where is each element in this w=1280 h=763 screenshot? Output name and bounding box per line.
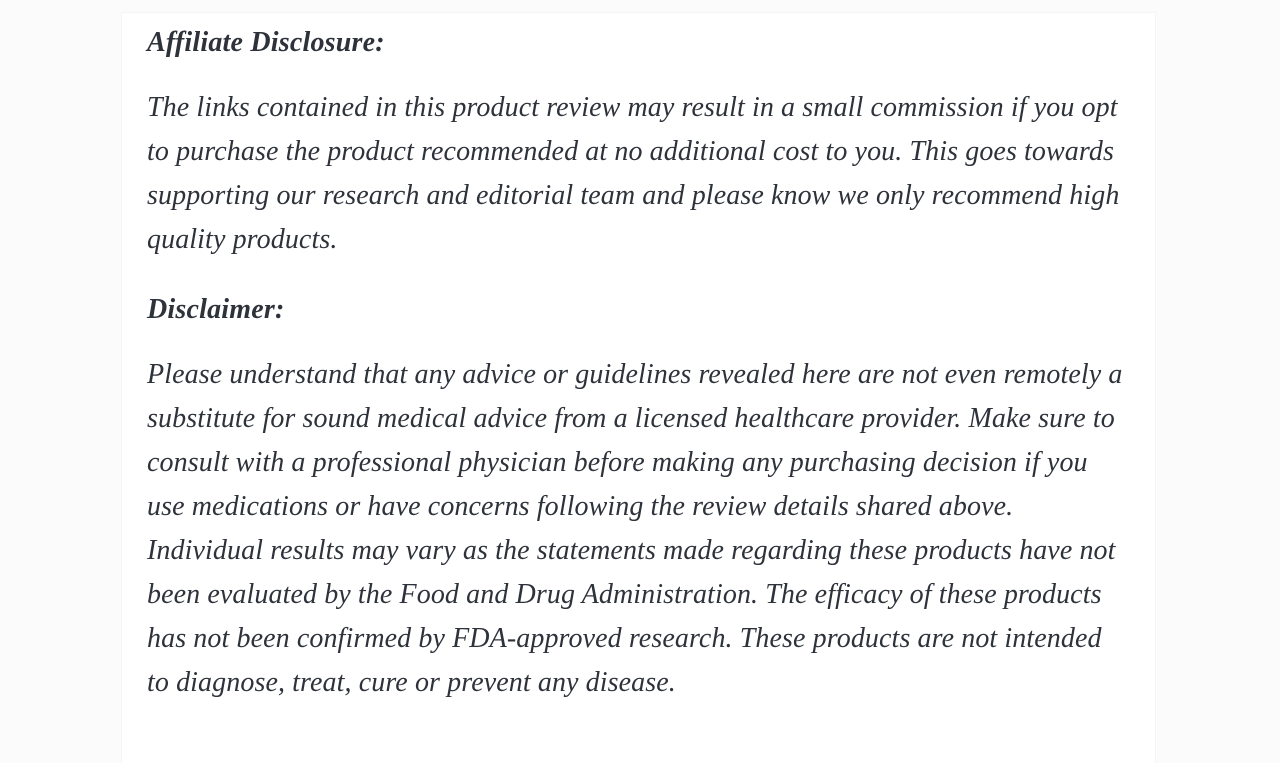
- disclaimer-paragraph: Please understand that any advice or gui…: [147, 359, 1123, 698]
- article-content-card: Affiliate Disclosure: The links containe…: [122, 13, 1155, 763]
- disclaimer-heading: Disclaimer:: [147, 294, 285, 325]
- disclaimer-section: Disclaimer: Please understand that any a…: [147, 292, 1128, 705]
- affiliate-disclosure-heading: Affiliate Disclosure:: [147, 27, 385, 58]
- affiliate-disclosure-section: Affiliate Disclosure: The links containe…: [147, 25, 1128, 262]
- affiliate-disclosure-paragraph: The links contained in this product revi…: [147, 92, 1120, 255]
